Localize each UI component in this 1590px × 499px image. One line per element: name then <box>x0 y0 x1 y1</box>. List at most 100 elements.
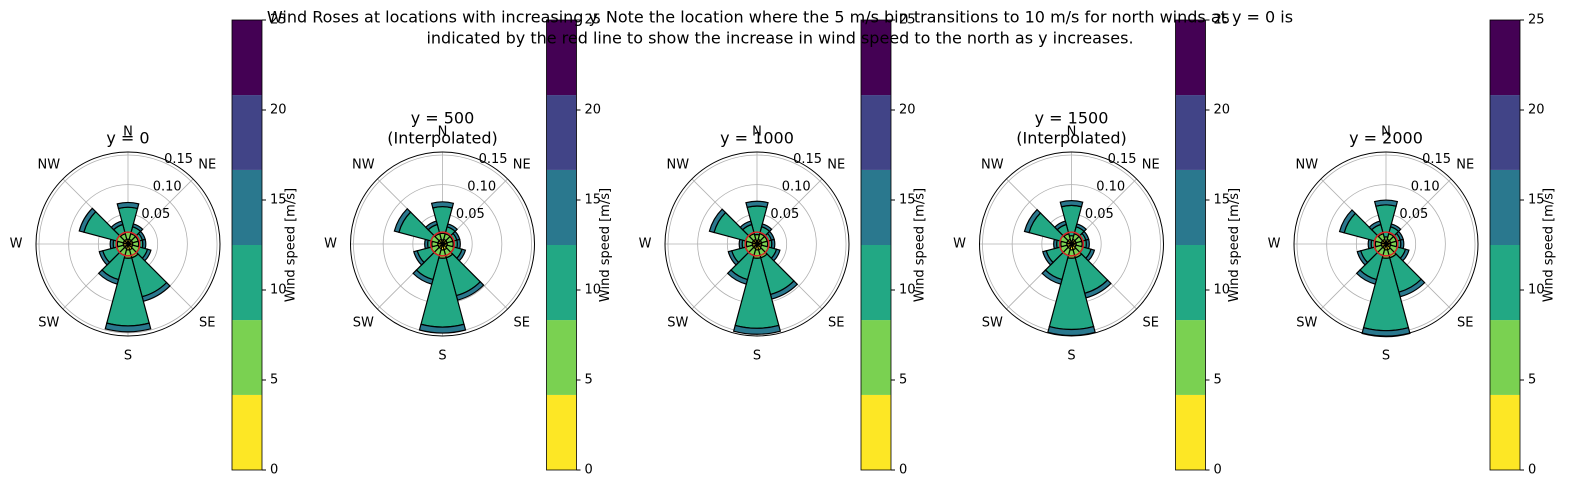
colorbar-tick-label: 0 <box>899 463 907 478</box>
theta-tick-label: N <box>438 125 448 140</box>
r-tick-label: 0.05 <box>770 207 799 222</box>
bar-segment <box>97 269 120 285</box>
colorbar-segment <box>232 20 262 96</box>
colorbar-segment <box>232 245 262 321</box>
colorbar-frame <box>860 19 892 471</box>
polar-frame <box>979 151 1164 337</box>
colorbar-segment <box>861 245 891 321</box>
r-tick-label: 0.15 <box>164 152 193 167</box>
bar-segment <box>109 238 115 250</box>
colorbar-segment <box>546 245 577 321</box>
colorbar-tick-label: 20 <box>899 103 916 118</box>
r-tick-label: 0.10 <box>1411 180 1440 195</box>
colorbar-tick-label: 0 <box>270 463 278 478</box>
colorbar-tick-label: 0 <box>1528 463 1536 478</box>
colorbar-frame <box>1175 19 1206 471</box>
colorbar-tick-label: 20 <box>270 103 287 118</box>
colorbar-segment <box>1175 95 1206 170</box>
bar-segment <box>1356 250 1369 266</box>
theta-tick-label: SW <box>353 316 374 331</box>
bar-segment <box>1059 200 1084 208</box>
colorbar-tick-label: 15 <box>1214 193 1231 208</box>
r-tick-label: 0.10 <box>467 180 496 195</box>
bar-segment <box>1053 220 1068 231</box>
bar-segment <box>1338 209 1357 234</box>
bar-segment <box>1023 208 1042 234</box>
colorbar-tick-label: 15 <box>270 193 287 208</box>
theta-tick-label: S <box>753 349 761 364</box>
colorbar-segment <box>1175 245 1206 321</box>
bar-segment <box>1355 269 1378 285</box>
colorbar-segment <box>861 320 891 395</box>
bar-segment <box>424 238 429 250</box>
panel: N NE SE S SW W NW 0.05 0.10 0.15 y = 1500(Interpol… <box>953 13 1242 478</box>
colorbar-label: Wind speed [m/s] <box>913 188 928 302</box>
colorbar-tick-label: 20 <box>1528 103 1545 118</box>
colorbar-segment <box>546 169 577 245</box>
bar-segment <box>1361 326 1411 338</box>
colorbar-segment <box>861 20 891 96</box>
r-tick-label: 0.05 <box>141 207 170 222</box>
panel-subtitle: (Interpolated) <box>387 129 498 148</box>
bar-segment <box>424 220 439 231</box>
r-tick-label: 0.05 <box>1399 207 1428 222</box>
polar-frame <box>35 151 221 337</box>
colorbar-frame <box>231 19 263 471</box>
colorbar-segment <box>1175 320 1206 395</box>
panel: N NE SE S SW W NW 0.05 0.10 0.15 y = 1000 0 5 10 15 20 2… <box>639 13 928 478</box>
reference-line <box>744 231 770 257</box>
theta-tick-label: SE <box>513 316 529 331</box>
colorbar-segment <box>861 169 891 245</box>
theta-tick-label: NW <box>352 157 375 172</box>
colorbar-tick-label: 15 <box>1528 193 1545 208</box>
panel-title: y = 1500 <box>1035 109 1109 128</box>
polar-frame <box>350 151 535 337</box>
panel-subtitle: (Interpolated) <box>1016 129 1127 148</box>
colorbar-segment <box>1175 394 1206 470</box>
bar-segment <box>141 238 147 250</box>
theta-tick-label: SE <box>1142 316 1158 331</box>
colorbar-segment <box>232 95 262 170</box>
theta-tick-label: SW <box>982 316 1003 331</box>
r-tick-label: 0.05 <box>456 207 485 222</box>
bar-segment <box>708 208 727 234</box>
bar-segment <box>1368 220 1382 231</box>
bar-segment <box>78 207 97 233</box>
bar-segment <box>732 324 782 335</box>
bar-segment <box>430 201 455 209</box>
colorbar-label: Wind speed [m/s] <box>1542 188 1557 302</box>
colorbar-tick-label: 15 <box>899 193 916 208</box>
theta-tick-label: NW <box>38 157 61 172</box>
r-tick-label: 0.10 <box>782 180 811 195</box>
colorbar-tick-label: 5 <box>585 373 593 388</box>
theta-tick-label: N <box>1067 125 1077 140</box>
theta-tick-label: SE <box>1457 316 1473 331</box>
panel-title: y = 1000 <box>720 129 794 148</box>
bar-segment <box>726 269 749 285</box>
theta-tick-label: S <box>124 349 132 364</box>
colorbar-segment <box>1490 394 1520 470</box>
colorbar-segment <box>861 95 891 170</box>
bar-segment <box>110 220 124 231</box>
bar-segment <box>98 250 111 266</box>
theta-tick-label: NW <box>667 157 690 172</box>
figure-title: indicated by the red line to show the in… <box>426 29 1133 48</box>
theta-tick-label: W <box>1268 237 1281 252</box>
colorbar-segment <box>1490 20 1520 96</box>
reference-line <box>1373 231 1399 257</box>
theta-tick-label: NE <box>513 157 531 172</box>
colorbar-segment <box>1490 245 1520 321</box>
colorbar-segment <box>1175 169 1206 245</box>
colorbar-tick-label: 20 <box>1214 103 1231 118</box>
colorbar-segment <box>1490 95 1520 170</box>
colorbar-segment <box>1490 320 1520 395</box>
polar-frame <box>1293 151 1479 337</box>
theta-tick-label: NE <box>827 157 845 172</box>
colorbar-tick-label: 25 <box>270 13 287 28</box>
figure-title: Wind Roses at locations with increasing … <box>267 8 1293 27</box>
colorbar-tick-label: 0 <box>1214 463 1222 478</box>
theta-tick-label: W <box>639 237 652 252</box>
polar-frame <box>664 151 850 337</box>
theta-tick-label: W <box>953 237 966 252</box>
